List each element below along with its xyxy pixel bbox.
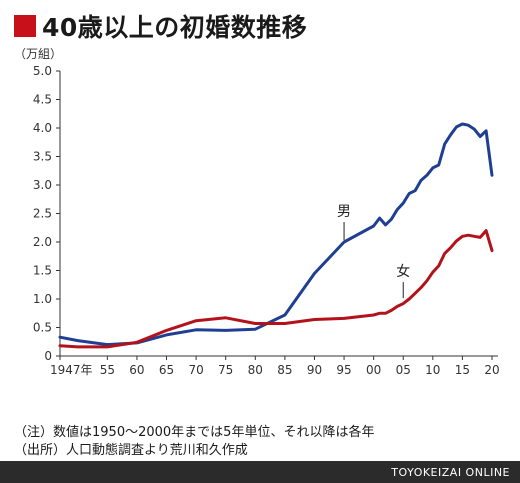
y-axis-label: （万組）	[14, 47, 62, 61]
y-tick-label: 0	[44, 349, 52, 363]
x-tick-label: 75	[218, 363, 233, 377]
x-tick-label: 85	[277, 363, 292, 377]
y-tick-label: 3.0	[33, 178, 52, 192]
footer-brand: TOYOKEIZAI ONLINE	[391, 465, 510, 479]
y-tick-label: 2.0	[33, 235, 52, 249]
y-tick-label: 4.5	[33, 93, 52, 107]
x-tick-label: 95	[336, 363, 351, 377]
x-tick-label: 60	[129, 363, 144, 377]
series-label-male: 男	[337, 204, 351, 220]
note-line-1: （注）数値は1950～2000年までは5年単位、それ以降は各年	[14, 425, 375, 440]
chart-notes: （注）数値は1950～2000年までは5年単位、それ以降は各年 （出所）人口動態…	[14, 424, 374, 460]
title-marker-icon	[14, 15, 36, 37]
chart-title: 40歳以上の初婚数推移	[14, 10, 307, 42]
line-chart: （万組） 0 0.5 1.0 1.5 2.0 2.5 3.0 3.5 4.0 4.5 5.0 1947年…	[14, 47, 500, 377]
x-tick-label: 1947年	[50, 363, 93, 377]
series-line-female	[58, 229, 494, 349]
x-tick-label: 80	[248, 363, 263, 377]
y-tick-label: 1.5	[33, 264, 52, 278]
y-tick-label: 4.0	[33, 121, 52, 135]
x-tick-label: 10	[425, 363, 440, 377]
y-tick-label: 3.5	[33, 150, 52, 164]
x-tick-label: 15	[455, 363, 470, 377]
x-tick-label: 90	[307, 363, 322, 377]
y-tick-label: 0.5	[33, 321, 52, 335]
x-tick-label: 00	[366, 363, 381, 377]
x-tick-label: 70	[188, 363, 203, 377]
series-label-female: 女	[396, 263, 410, 280]
note-line-2: （出所）人口動態調査より荒川和久作成	[14, 443, 248, 458]
x-tick-label: 05	[396, 363, 411, 377]
chart-title-text: 40歳以上の初婚数推移	[42, 13, 308, 42]
y-tick-label: 1.0	[33, 292, 52, 306]
series-line-male	[58, 122, 494, 347]
y-tick-label: 2.5	[33, 207, 52, 221]
footer-bar: TOYOKEIZAI ONLINE	[0, 461, 520, 483]
x-tick-label: 65	[159, 363, 174, 377]
x-tick-label: 20	[484, 363, 499, 377]
y-tick-label: 5.0	[33, 64, 52, 78]
x-tick-label: 55	[100, 363, 115, 377]
